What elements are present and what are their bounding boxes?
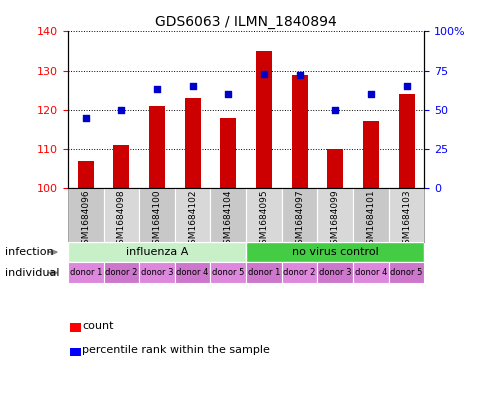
Bar	[104, 263, 139, 283]
Text: donor 3: donor 3	[140, 268, 173, 277]
Text: donor 3: donor 3	[318, 268, 351, 277]
Text: donor 5: donor 5	[390, 268, 422, 277]
Bar	[70, 323, 81, 332]
Point	[259, 71, 267, 77]
Bar	[139, 188, 174, 242]
Bar	[245, 188, 281, 242]
Bar	[174, 188, 210, 242]
Text: donor 5: donor 5	[212, 268, 244, 277]
Bar	[149, 106, 165, 188]
Bar	[362, 121, 378, 188]
Bar	[281, 263, 317, 283]
Point	[117, 107, 125, 113]
Text: influenza A: influenza A	[125, 247, 188, 257]
Bar	[352, 263, 388, 283]
Bar	[256, 51, 272, 188]
Bar	[317, 263, 352, 283]
Text: GSM1684101: GSM1684101	[365, 190, 375, 250]
Bar	[184, 98, 200, 188]
Bar	[77, 161, 93, 188]
Point	[402, 83, 409, 89]
Text: GSM1684097: GSM1684097	[294, 190, 303, 250]
Bar	[68, 263, 103, 283]
FancyArrow shape	[48, 270, 57, 275]
Bar	[139, 263, 174, 283]
Point	[153, 86, 161, 92]
Text: donor 4: donor 4	[354, 268, 386, 277]
Text: count: count	[82, 321, 114, 331]
Bar	[388, 188, 424, 242]
Bar	[68, 242, 245, 263]
Text: GSM1684098: GSM1684098	[117, 190, 126, 250]
Bar	[104, 188, 139, 242]
Point	[295, 72, 303, 79]
Bar	[113, 145, 129, 188]
Point	[82, 114, 90, 121]
Point	[224, 91, 232, 97]
Text: percentile rank within the sample: percentile rank within the sample	[82, 345, 270, 355]
Point	[366, 91, 374, 97]
Text: no virus control: no virus control	[291, 247, 378, 257]
Bar	[210, 188, 246, 242]
Text: GSM1684103: GSM1684103	[401, 190, 410, 250]
Text: infection: infection	[5, 247, 53, 257]
Point	[331, 107, 338, 113]
Bar	[68, 188, 103, 242]
Bar	[398, 94, 414, 188]
Bar	[70, 348, 81, 356]
Text: GSM1684100: GSM1684100	[152, 190, 161, 250]
Bar	[210, 263, 246, 283]
Text: GSM1684099: GSM1684099	[330, 190, 339, 250]
Text: GSM1684104: GSM1684104	[223, 190, 232, 250]
Text: individual: individual	[5, 268, 59, 278]
Bar	[388, 263, 424, 283]
Bar	[220, 118, 236, 188]
Bar	[245, 242, 424, 263]
Bar	[327, 149, 343, 188]
Bar	[291, 75, 307, 188]
Text: donor 4: donor 4	[176, 268, 209, 277]
Bar	[174, 263, 210, 283]
FancyArrow shape	[48, 250, 57, 255]
Text: donor 2: donor 2	[105, 268, 137, 277]
Point	[188, 83, 196, 89]
Text: GSM1684102: GSM1684102	[188, 190, 197, 250]
Bar	[281, 188, 317, 242]
Bar	[245, 263, 281, 283]
Text: GSM1684095: GSM1684095	[259, 190, 268, 250]
Bar	[317, 188, 352, 242]
Text: donor 1: donor 1	[247, 268, 280, 277]
Text: donor 1: donor 1	[69, 268, 102, 277]
Text: GSM1684096: GSM1684096	[81, 190, 90, 250]
Text: donor 2: donor 2	[283, 268, 315, 277]
Bar	[352, 188, 388, 242]
Title: GDS6063 / ILMN_1840894: GDS6063 / ILMN_1840894	[155, 15, 336, 29]
